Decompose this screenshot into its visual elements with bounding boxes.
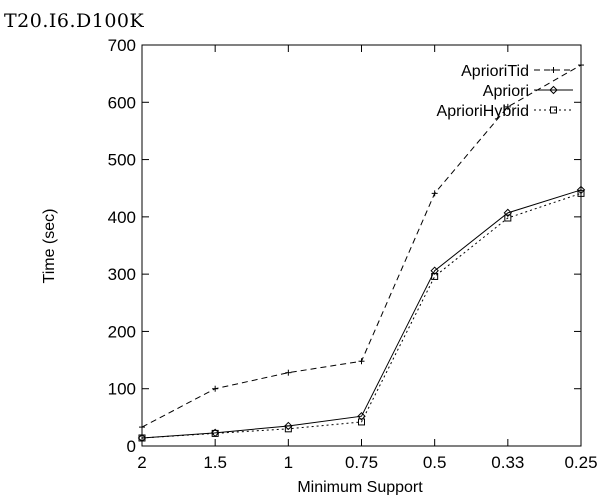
x-tick-label: 0.5 — [423, 453, 447, 472]
series-apriorihybrid — [138, 189, 585, 442]
data-point — [430, 266, 439, 275]
legend-label: AprioriHybrid — [437, 103, 529, 120]
y-tick-label: 300 — [108, 265, 136, 284]
series-apriori — [137, 185, 586, 443]
series-line — [141, 189, 582, 439]
x-axis-label: Minimum Support — [297, 479, 423, 495]
data-point — [284, 425, 292, 433]
y-tick-label: 600 — [108, 93, 136, 112]
data-point — [358, 418, 365, 426]
x-tick-label: 0.33 — [491, 453, 524, 472]
y-tick-label: 500 — [108, 151, 136, 170]
y-tick-label: 400 — [108, 208, 136, 227]
legend-marker — [550, 67, 557, 73]
data-point — [504, 103, 511, 110]
x-tick-label: 0.75 — [345, 453, 378, 472]
chart-title: T20.I6.D100K — [4, 10, 145, 32]
legend-marker — [549, 85, 558, 95]
data-point — [577, 189, 585, 197]
x-tick-label: 1.5 — [203, 453, 227, 472]
data-point — [211, 429, 219, 437]
series-line — [141, 192, 582, 439]
y-tick-label: 200 — [108, 322, 136, 341]
y-axis-label: Time (sec) — [41, 209, 58, 284]
x-tick-label: 1 — [284, 453, 293, 472]
data-point — [578, 62, 584, 69]
data-point — [431, 190, 438, 197]
data-point — [284, 421, 293, 431]
data-point — [212, 385, 219, 392]
data-point — [139, 424, 145, 431]
data-point — [285, 369, 292, 376]
data-point — [504, 214, 512, 222]
data-point — [357, 412, 366, 421]
data-point — [503, 208, 513, 218]
data-point — [358, 358, 365, 365]
legend-label: Apriori — [483, 83, 529, 100]
series-aprioritid — [139, 62, 584, 431]
legend-label: AprioriTid — [461, 63, 529, 80]
y-tick-label: 700 — [108, 36, 136, 55]
legend-marker — [550, 106, 557, 114]
y-tick-label: 100 — [108, 380, 136, 399]
y-tick-label: 0 — [127, 437, 136, 456]
x-tick-label: 0.25 — [564, 453, 597, 472]
data-point — [431, 272, 439, 280]
x-tick-label: 2 — [137, 453, 146, 472]
data-point — [576, 185, 586, 195]
data-point — [138, 434, 146, 442]
